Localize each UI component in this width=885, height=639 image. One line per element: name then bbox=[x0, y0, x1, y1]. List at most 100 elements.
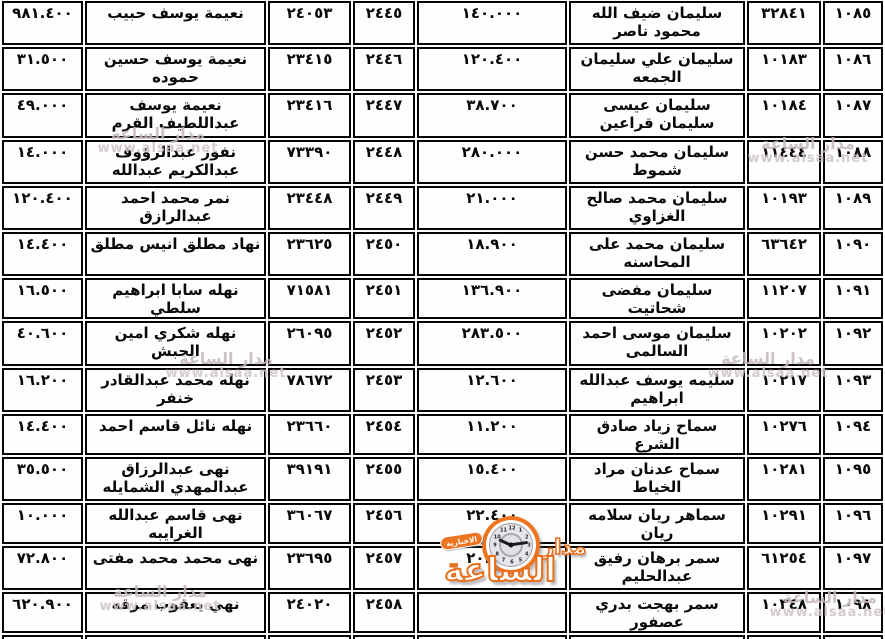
cell-person-name-right: سليمان مفضى شحاتيت bbox=[569, 278, 745, 319]
table-row: ١٠٩٨ ١٠٣٤٨ سمر بهجت بدري عصفور ٢٤٥٨ ٢٤٠٢٠ نهي… bbox=[2, 592, 883, 633]
cell-person-name-left: نهى عبدالرزاق عبدالمهدي الشمايله bbox=[85, 457, 266, 501]
cell-registry-number-left: ٢٣٦٢٥ bbox=[268, 232, 351, 276]
table-row: ١٠٩٢ ١٠٢٠٢ سليمان موسى احمد السالمى ٢٨٣.٥٠٠… bbox=[2, 321, 883, 366]
cell-amount-right: ١٨.٩٠٠ bbox=[417, 232, 567, 276]
cell-serial-number-left: ٢٤٥٨ bbox=[353, 592, 415, 633]
cell-person-name-right: سليمان ضيف الله محمود ناصر bbox=[569, 1, 745, 45]
cell-amount-left: ٣١.٥٠٠ bbox=[2, 47, 83, 91]
cell-person-name-right: سليمان محمد على المحاسنه bbox=[569, 232, 745, 276]
cell-person-name-left: نهي يعقوب مرقه bbox=[85, 592, 266, 633]
cell-registry-number-left: ٧٨٦٧٢ bbox=[268, 368, 351, 412]
cell-serial-number-right: ١٠٨٦ bbox=[823, 47, 883, 91]
cell-amount-left: ١٤.٤٠٠ bbox=[2, 232, 83, 276]
cell-person-name-left: نهاد مطلق انيس مطلق bbox=[85, 232, 266, 276]
cell-serial-number-left: ٢٤٥٢ bbox=[353, 321, 415, 366]
cell-registry-number-right: ٣٢٨٤١ bbox=[747, 1, 821, 45]
cell-person-name-right: سماح عدنان مراد الخياط bbox=[569, 457, 745, 501]
cell-serial-number-right: ١٠٩١ bbox=[823, 278, 883, 319]
cell-person-name-left: نعيمة يوسف حسين حموده bbox=[85, 47, 266, 91]
cell-serial-number-right: ١٠٩٩ bbox=[823, 635, 883, 639]
table-row: ١٠٨٩ ١٠١٩٣ سليمان محمد صالح الغزاوي ٢١.٠٠٠ ٢… bbox=[2, 186, 883, 230]
cell-serial-number-left: ٢٤٤٨ bbox=[353, 140, 415, 184]
cell-person-name-left: نفوز عبدالرؤوف عبدالكريم عبدالله bbox=[85, 140, 266, 184]
cell-serial-number-right: ١٠٩٠ bbox=[823, 232, 883, 276]
cell-registry-number-left: ٢٣٦٦٠ bbox=[268, 414, 351, 455]
cell-person-name-right: سماح زياد صادق الشرع bbox=[569, 414, 745, 455]
cell-person-name-left: نهله شكري امين الحبش bbox=[85, 321, 266, 366]
cell-serial-number-left: ٢٤٥٧ bbox=[353, 546, 415, 590]
cell-amount-left: ٤٩.٠٠٠ bbox=[2, 93, 83, 138]
cell-serial-number-left: ٢٤٤٩ bbox=[353, 186, 415, 230]
cell-amount-right: ٢١.٠٠٠ bbox=[417, 186, 567, 230]
table-row: ١٠٩٧ ٦١٢٥٤ سمر برهان رفيق عبدالحليم ٢٠.٧٠٠ ٢… bbox=[2, 546, 883, 590]
cell-person-name-left: نهله سابا ابراهيم سلطي bbox=[85, 278, 266, 319]
table-row: ١٠٨٥ ٣٢٨٤١ سليمان ضيف الله محمود ناصر ١٤٠.٠… bbox=[2, 1, 883, 45]
cell-registry-number-right: ١١٤٤٤ bbox=[747, 140, 821, 184]
cell-registry-number-right: ٦٣٦٤٢ bbox=[747, 232, 821, 276]
cell-amount-right: ١٣٦.٩٠٠ bbox=[417, 278, 567, 319]
cell-amount-right: ١٤٠.٠٠٠ bbox=[417, 1, 567, 45]
cell-serial-number-right: ١٠٩٤ bbox=[823, 414, 883, 455]
cell-registry-number-right: ١٠١٨٤ bbox=[747, 93, 821, 138]
cell-serial-number-right: ١٠٩٥ bbox=[823, 457, 883, 501]
table-row: ١٠٩٣ ١٠٢١٧ سليمه يوسف عبدالله ابراهيم ١٢.٦٠… bbox=[2, 368, 883, 412]
cell-amount-left: ١٢٠.٤٠٠ bbox=[2, 186, 83, 230]
cell-serial-number-left: ٢٤٥٦ bbox=[353, 503, 415, 544]
cell-person-name-left: نهيدة محمد احمد ابوصوفه bbox=[85, 635, 266, 639]
cell-amount-left: ٢٩.٤٠٠ bbox=[2, 635, 83, 639]
cell-serial-number-left: ٢٤٥٩ bbox=[353, 635, 415, 639]
cell-amount-right: ٣٨.٧٠٠ bbox=[417, 93, 567, 138]
cell-amount-left: ٤٠.٦٠٠ bbox=[2, 321, 83, 366]
cell-serial-number-right: ١٠٨٨ bbox=[823, 140, 883, 184]
cell-registry-number-left: ٢٣٤١٥ bbox=[268, 47, 351, 91]
table-row: ١٠٩٤ ١٠٢٧٦ سماح زياد صادق الشرع ١١.٢٠٠ ٢٤٥٤ ٢… bbox=[2, 414, 883, 455]
table-row: ١٠٩٦ ١٠٢٩١ سماهر ريان سلامه ريان ٢٢.٤٠٠ ٢٤٥٦… bbox=[2, 503, 883, 544]
cell-person-name-right: سمر برهان رفيق عبدالحليم bbox=[569, 546, 745, 590]
cell-registry-number-left: ٢٦٠٩٥ bbox=[268, 321, 351, 366]
cell-serial-number-right: ١٠٩٦ bbox=[823, 503, 883, 544]
cell-registry-number-left: ٣٩١٩١ bbox=[268, 457, 351, 501]
cell-amount-right bbox=[417, 592, 567, 633]
cell-amount-left: ١٦.٢٠٠ bbox=[2, 368, 83, 412]
cell-amount-right: ١١.٢٠٠ bbox=[417, 414, 567, 455]
cell-registry-number-right: ١٠٢٠٢ bbox=[747, 321, 821, 366]
cell-person-name-right: سليمان عيسى سليمان قراعين bbox=[569, 93, 745, 138]
cell-amount-left: ٧٢.٨٠٠ bbox=[2, 546, 83, 590]
cell-serial-number-left: ٢٤٥٥ bbox=[353, 457, 415, 501]
cell-amount-right: ١٥.٤٠٠ bbox=[417, 457, 567, 501]
cell-serial-number-left: ٢٤٥١ bbox=[353, 278, 415, 319]
cell-registry-number-right: ١٠٢١٧ bbox=[747, 368, 821, 412]
cell-person-name-left: نعيمة يوسف عبداللطيف القرم bbox=[85, 93, 266, 138]
cell-registry-number-left: ٢٤٠٢٠ bbox=[268, 592, 351, 633]
cell-amount-right: ١٩٧.٤٠٠ bbox=[417, 635, 567, 639]
cell-registry-number-right: ١٠٢٧٦ bbox=[747, 414, 821, 455]
cell-amount-left: ٦٢٠.٩٠٠ bbox=[2, 592, 83, 633]
table-row: ١٠٨٨ ١١٤٤٤ سليمان محمد حسن شموط ٢٨٠.٠٠٠ ٢٤٤٨… bbox=[2, 140, 883, 184]
cell-person-name-left: نهله محمد عبدالقادر خنفر bbox=[85, 368, 266, 412]
cell-serial-number-right: ١٠٩٨ bbox=[823, 592, 883, 633]
cell-amount-left: ٣٥.٥٠٠ bbox=[2, 457, 83, 501]
cell-person-name-right: سليمه يوسف عبدالله ابراهيم bbox=[569, 368, 745, 412]
cell-serial-number-right: ١٠٩٣ bbox=[823, 368, 883, 412]
cell-serial-number-right: ١٠٨٩ bbox=[823, 186, 883, 230]
cell-person-name-right: سماهر ريان سلامه ريان bbox=[569, 503, 745, 544]
cell-amount-right: ١٢.٦٠٠ bbox=[417, 368, 567, 412]
cell-person-name-right: سليمان محمد حسن شموط bbox=[569, 140, 745, 184]
cell-registry-number-left: ٢٣٧٠٣ bbox=[268, 635, 351, 639]
table-row: ١٠٩٩١١٤٤٣سمر رفيق محمود الشويخ١٩٧.٤٠٠٢٤٥… bbox=[2, 635, 883, 639]
cell-serial-number-left: ٢٤٤٥ bbox=[353, 1, 415, 45]
cell-amount-left: ١٦.٥٠٠ bbox=[2, 278, 83, 319]
cell-amount-left: ١٤.٤٠٠ bbox=[2, 414, 83, 455]
cell-amount-right: ٢٢.٤٠٠ bbox=[417, 503, 567, 544]
cell-serial-number-left: ٢٤٥٠ bbox=[353, 232, 415, 276]
cell-serial-number-right: ١٠٩٧ bbox=[823, 546, 883, 590]
table-row: ١٠٩٥ ١٠٢٨١ سماح عدنان مراد الخياط ١٥.٤٠٠ ٢٤٥… bbox=[2, 457, 883, 501]
cell-registry-number-left: ٧٣٣٩٠ bbox=[268, 140, 351, 184]
cell-registry-number-right: ١١٤٤٣ bbox=[747, 635, 821, 639]
cell-registry-number-left: ٢٣٦٩٥ bbox=[268, 546, 351, 590]
cell-person-name-right: سليمان موسى احمد السالمى bbox=[569, 321, 745, 366]
cell-serial-number-right: ١٠٩٢ bbox=[823, 321, 883, 366]
cell-amount-right: ٢٨٣.٥٠٠ bbox=[417, 321, 567, 366]
cell-registry-number-left: ٧١٥٨١ bbox=[268, 278, 351, 319]
